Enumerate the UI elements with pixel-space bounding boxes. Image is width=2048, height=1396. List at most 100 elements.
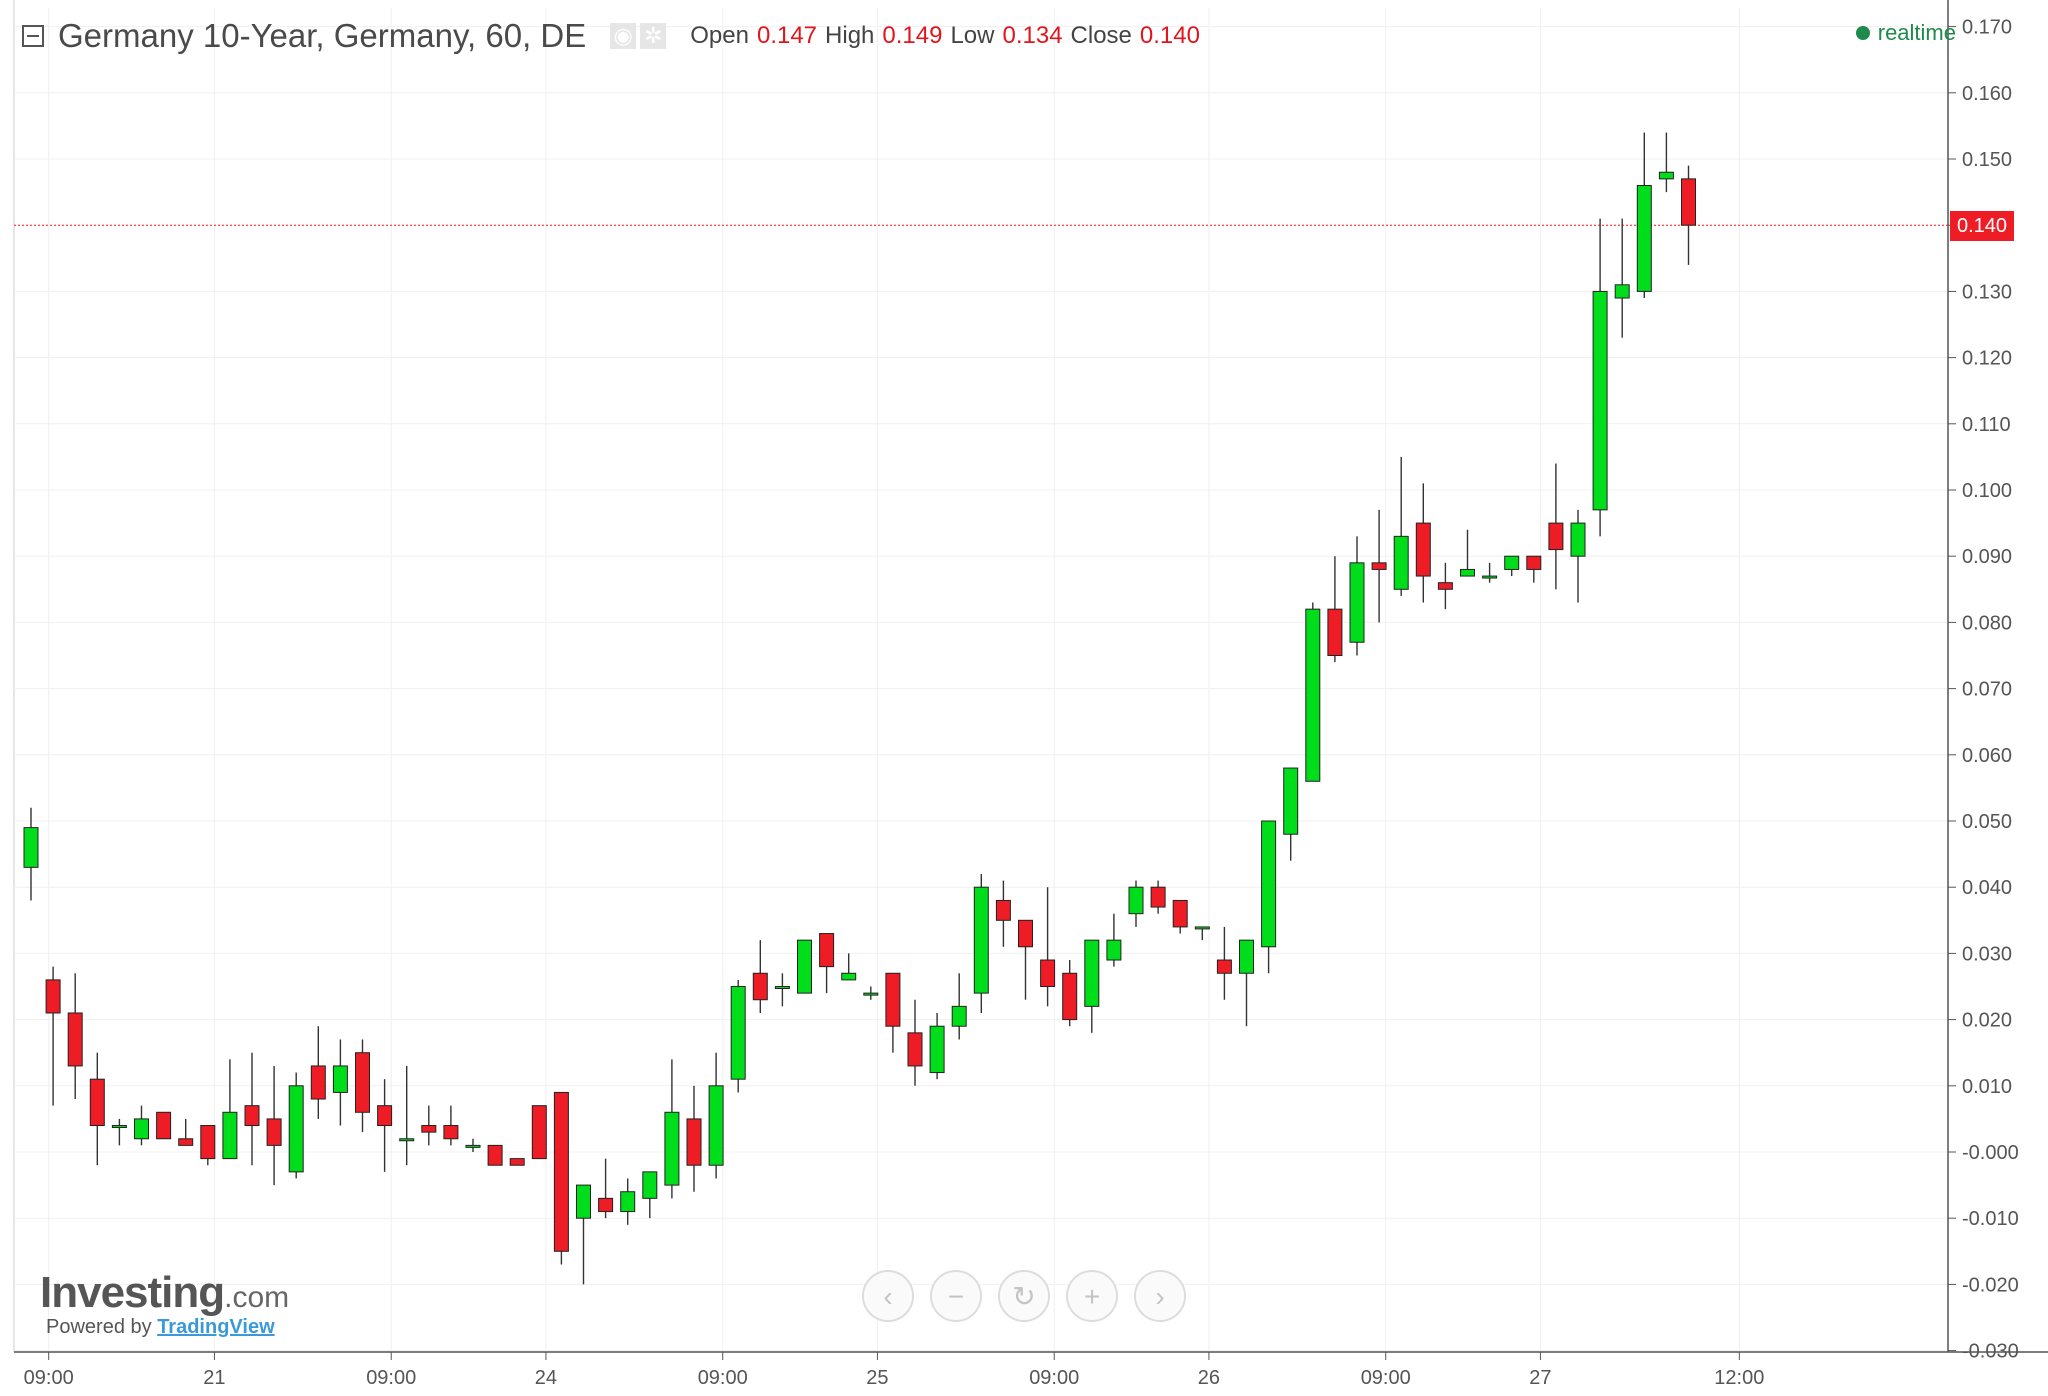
candle-body-down — [200, 1125, 216, 1160]
candle-body-up — [1460, 568, 1475, 577]
y-tick-label: 0.160 — [1962, 83, 2012, 105]
candle — [1393, 456, 1409, 596]
candle-body-up — [1194, 926, 1210, 930]
candle — [995, 880, 1011, 947]
candle-body-up — [399, 1138, 415, 1142]
status-dot-icon — [1855, 26, 1870, 40]
zoom-in-button[interactable]: + — [1066, 1270, 1118, 1322]
candle — [1482, 562, 1498, 583]
gear-icon[interactable]: ✲ — [640, 23, 667, 49]
candle — [819, 933, 835, 994]
candle — [1172, 899, 1188, 934]
candle-body-up — [951, 1005, 967, 1027]
candle — [1327, 556, 1343, 663]
y-tick-label: 0.130 — [1962, 281, 2012, 303]
candle — [244, 1052, 260, 1166]
tradingview-link[interactable]: TradingView — [157, 1316, 275, 1338]
y-tick-label: 0.170 — [1962, 17, 2012, 39]
candle-body-up — [664, 1111, 680, 1186]
y-tick-label: 0.030 — [1962, 943, 2012, 965]
candle-body-up — [1128, 886, 1144, 915]
candle-body-up — [1658, 171, 1674, 180]
candle — [1614, 218, 1630, 338]
candle — [200, 1125, 216, 1166]
refresh-icon: ↻ — [1012, 1281, 1036, 1312]
zoom-out-button[interactable]: − — [930, 1270, 982, 1322]
candle — [421, 1105, 437, 1146]
candle-body-down — [1062, 972, 1078, 1021]
collapse-icon[interactable] — [22, 25, 44, 47]
candle-body-up — [841, 972, 857, 981]
chart-title: Germany 10-Year, Germany, 60, DE — [58, 17, 587, 54]
candle-body-up — [1106, 939, 1122, 961]
candle — [730, 979, 746, 1093]
candle — [1437, 562, 1453, 610]
logo-suffix-text: .com — [224, 1281, 290, 1314]
y-tick-label: -0.020 — [1962, 1274, 2019, 1296]
candle — [1371, 509, 1387, 623]
candle-body-down — [89, 1078, 105, 1127]
header-icons: ◉ ✲ — [606, 23, 667, 49]
candle-body-up — [222, 1111, 238, 1160]
scroll-right-button[interactable]: › — [1134, 1270, 1186, 1322]
candle-body-down — [1018, 919, 1033, 948]
x-tick-label: 24 — [535, 1367, 557, 1389]
candle-body-down — [885, 972, 901, 1027]
minus-icon: − — [947, 1281, 965, 1312]
candle — [1658, 132, 1674, 193]
candle-body-down — [531, 1105, 547, 1160]
candle — [67, 973, 83, 1100]
candle-body-up — [134, 1118, 149, 1140]
candle — [620, 1178, 636, 1225]
candle-body-up — [797, 939, 812, 994]
candle — [774, 973, 790, 1007]
candle-body-down — [1526, 555, 1542, 570]
candle — [288, 1072, 304, 1179]
candle — [222, 1059, 238, 1160]
close-value: 0.140 — [1139, 22, 1200, 49]
candle — [111, 1118, 127, 1146]
candle-body-down — [1371, 562, 1387, 570]
candle-body-down — [377, 1105, 393, 1127]
candle-body-down — [244, 1105, 260, 1127]
candle — [531, 1105, 547, 1160]
candle-body-up — [1570, 522, 1586, 557]
scroll-left-button[interactable]: ‹ — [862, 1270, 914, 1322]
eye-icon[interactable]: ◉ — [610, 23, 637, 49]
x-tick-label: 26 — [1198, 1367, 1220, 1389]
candle — [708, 1052, 724, 1179]
candle-body-up — [1614, 284, 1630, 299]
x-tick-label: 12:00 — [1714, 1367, 1764, 1389]
y-tick-label: 0.150 — [1962, 149, 2012, 171]
candle — [1504, 555, 1520, 577]
candle-body-down — [1327, 608, 1343, 656]
candle-body-up — [1393, 535, 1409, 590]
y-tick-label: 0.110 — [1962, 414, 2011, 436]
candle-body-down — [443, 1125, 459, 1140]
candle-body-up — [708, 1085, 724, 1166]
candle-body-up — [863, 992, 879, 996]
y-tick-label: 0.120 — [1962, 348, 2012, 370]
candle — [443, 1105, 459, 1146]
candle — [487, 1144, 503, 1166]
reset-button[interactable]: ↻ — [998, 1270, 1050, 1322]
candle-body-up — [642, 1171, 658, 1199]
candle — [1150, 880, 1166, 914]
candle — [929, 1012, 945, 1080]
candle — [1636, 132, 1652, 299]
candle-body-down — [1172, 899, 1188, 928]
candle-body-down — [1040, 959, 1056, 988]
candle — [1681, 165, 1696, 265]
candle — [399, 1065, 415, 1166]
candle-body-up — [730, 986, 746, 1080]
plus-icon: + — [1083, 1281, 1101, 1312]
close-label: Close — [1070, 22, 1132, 49]
candle — [1194, 926, 1210, 941]
candle — [1106, 913, 1122, 967]
axis-layer: 0.170 0.160 0.150 0.140 0.130 0.120 0.110 0.100… — [14, 0, 2048, 1389]
x-tick-label: 21 — [203, 1367, 225, 1389]
x-tick-label: 09:00 — [24, 1367, 74, 1389]
candle — [1305, 602, 1321, 782]
candle-body-down — [1150, 886, 1166, 908]
candle — [1349, 536, 1365, 656]
